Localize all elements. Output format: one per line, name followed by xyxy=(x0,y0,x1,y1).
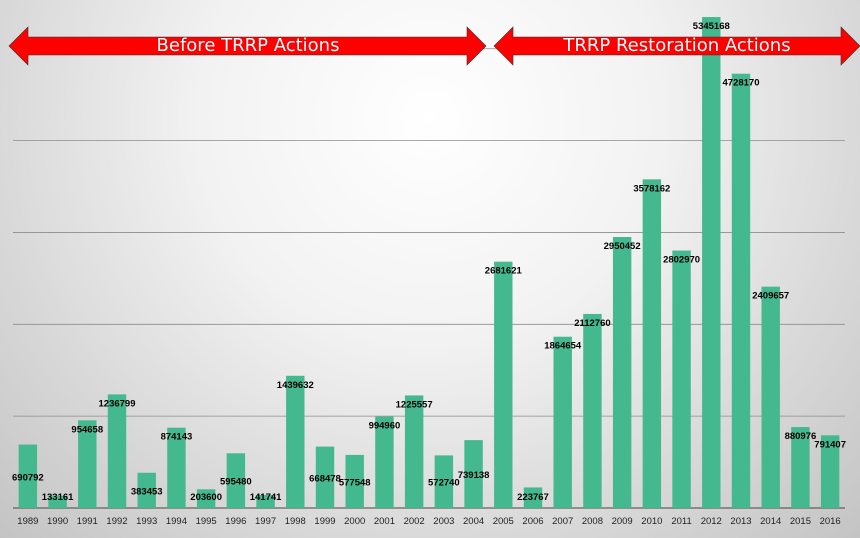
value-label-2012: 5345168 xyxy=(693,21,730,32)
x-tick-2003: 2003 xyxy=(433,516,454,527)
bar-2006 xyxy=(523,487,543,508)
value-label-2000: 577548 xyxy=(339,477,371,488)
value-label-2013: 4728170 xyxy=(723,78,760,89)
value-label-1997: 141741 xyxy=(250,492,282,503)
value-label-1998: 1439632 xyxy=(277,380,314,391)
x-tick-1991: 1991 xyxy=(77,516,98,527)
value-label-2006: 223767 xyxy=(517,492,549,503)
x-tick-1995: 1995 xyxy=(196,516,217,527)
value-label-2002: 1225557 xyxy=(396,399,433,410)
value-labels: 690792 133161 954658 1236799 383453 874143 203… xyxy=(12,21,846,503)
value-label-1991: 954658 xyxy=(71,424,103,435)
value-label-2015: 880976 xyxy=(785,431,817,442)
bar-2003 xyxy=(434,455,454,508)
bar-2002 xyxy=(404,395,424,508)
value-label-2007: 1864654 xyxy=(544,341,582,352)
value-label-2004: 739138 xyxy=(458,470,490,481)
bar-1998 xyxy=(286,375,305,508)
x-tick-2014: 2014 xyxy=(760,516,781,527)
x-tick-1997: 1997 xyxy=(255,516,276,527)
value-label-1999: 668478 xyxy=(309,473,341,484)
x-tick-2001: 2001 xyxy=(374,516,395,527)
x-tick-2016: 2016 xyxy=(820,516,841,527)
bar-1990 xyxy=(48,495,67,508)
bar-2016 xyxy=(820,435,840,508)
value-label-2003: 572740 xyxy=(428,478,460,489)
value-label-1996: 595480 xyxy=(220,477,252,488)
x-tick-1990: 1990 xyxy=(47,516,68,527)
x-tick-1996: 1996 xyxy=(225,516,246,527)
bar-1993 xyxy=(137,472,156,508)
bar-2011 xyxy=(672,250,691,509)
x-tick-2000: 2000 xyxy=(344,516,365,527)
bar-2001 xyxy=(375,416,394,508)
bar-1995 xyxy=(196,489,216,508)
value-label-1992: 1236799 xyxy=(99,398,136,409)
value-label-2005: 2681621 xyxy=(485,266,523,277)
x-tick-2006: 2006 xyxy=(522,516,543,527)
x-tick-2012: 2012 xyxy=(701,516,722,527)
bar-2009 xyxy=(612,236,632,508)
before-period-label: Before TRRP Actions xyxy=(156,35,340,56)
before-period-arrow xyxy=(8,26,487,66)
value-label-2001: 994960 xyxy=(369,421,401,432)
x-tick-2008: 2008 xyxy=(582,516,603,527)
x-tick-labels: 1989 1990 1991 1992 1993 1994 1995 1996 1997 1998… xyxy=(17,516,840,527)
bar-1996 xyxy=(226,453,246,508)
x-tick-2004: 2004 xyxy=(463,516,484,527)
x-tick-2015: 2015 xyxy=(790,516,811,527)
bar-1999 xyxy=(315,446,335,508)
value-label-2016: 791407 xyxy=(814,439,846,450)
x-tick-1994: 1994 xyxy=(166,516,187,527)
x-tick-1998: 1998 xyxy=(285,516,306,527)
value-label-2009: 2950452 xyxy=(604,241,641,252)
value-label-2011: 2802970 xyxy=(663,255,700,266)
value-label-2010: 3578162 xyxy=(633,183,670,194)
value-label-1989: 690792 xyxy=(12,472,44,483)
x-tick-2007: 2007 xyxy=(552,516,573,527)
bar-2007 xyxy=(553,336,572,508)
value-label-1990: 133161 xyxy=(42,492,74,503)
x-tick-2013: 2013 xyxy=(730,516,751,527)
restoration-period-arrow xyxy=(493,26,860,66)
x-tick-1993: 1993 xyxy=(136,516,157,527)
period-arrows xyxy=(8,26,860,66)
bar-2013 xyxy=(731,73,751,508)
bar-2008 xyxy=(583,313,602,508)
bar-1989 xyxy=(18,444,38,508)
x-tick-2011: 2011 xyxy=(671,516,691,527)
x-tick-2010: 2010 xyxy=(641,516,662,527)
bar-2012 xyxy=(702,17,721,509)
bar-2010 xyxy=(642,179,662,509)
restoration-period-label: TRRP Restoration Actions xyxy=(563,35,791,56)
value-label-2014: 2409657 xyxy=(752,291,789,302)
bar-1992 xyxy=(107,394,127,508)
bar-2005 xyxy=(494,261,513,508)
x-tick-1999: 1999 xyxy=(314,516,335,527)
bar-2000 xyxy=(345,454,364,508)
bar-1994 xyxy=(167,427,186,508)
x-tick-2005: 2005 xyxy=(493,516,514,527)
value-label-1993: 383453 xyxy=(131,486,163,497)
bar-1997 xyxy=(256,494,275,508)
bar-2015 xyxy=(791,427,810,508)
x-tick-2009: 2009 xyxy=(612,516,633,527)
x-tick-2002: 2002 xyxy=(404,516,425,527)
bars xyxy=(18,17,840,509)
value-label-1994: 874143 xyxy=(161,432,193,443)
x-tick-1992: 1992 xyxy=(106,516,127,527)
bar-2014 xyxy=(761,286,780,508)
bar-2004 xyxy=(464,440,483,508)
value-label-2008: 2112760 xyxy=(574,318,610,329)
value-label-1995: 203600 xyxy=(190,492,222,503)
bar-1991 xyxy=(78,420,97,508)
x-tick-1989: 1989 xyxy=(17,516,38,527)
